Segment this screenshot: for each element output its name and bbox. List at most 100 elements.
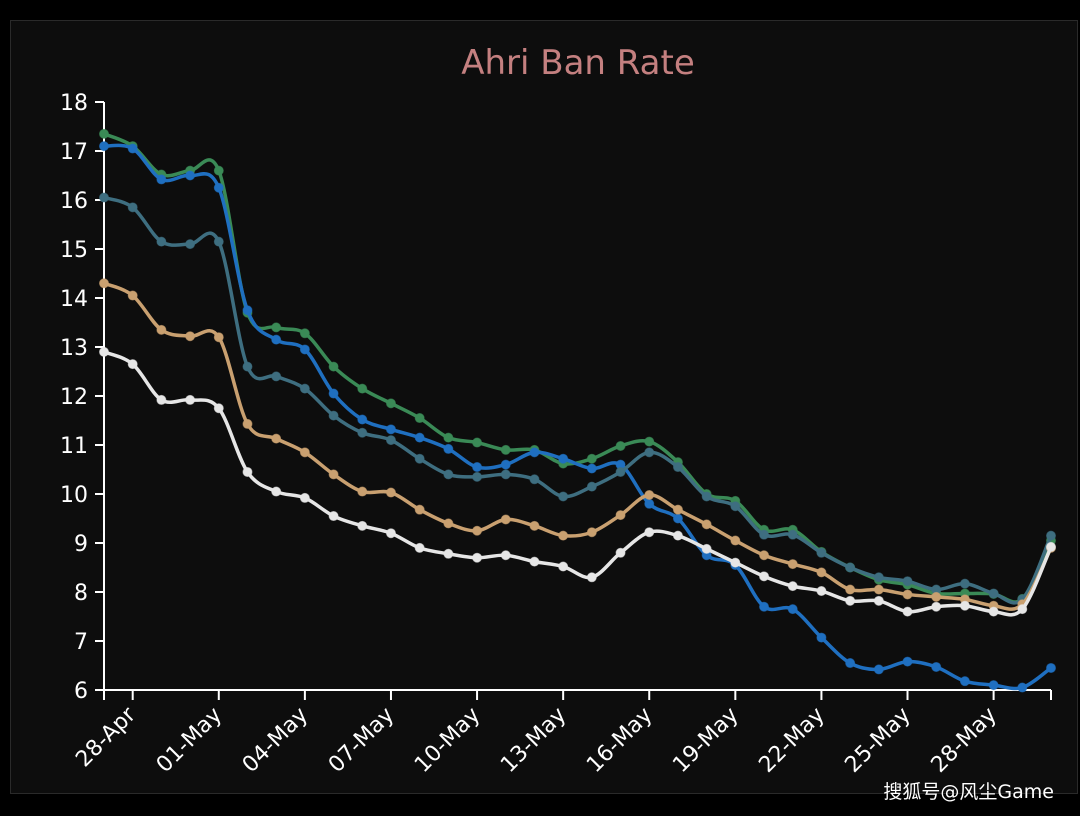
data-point: [529, 447, 540, 458]
y-tick-label: 17: [60, 140, 88, 165]
data-point: [701, 519, 712, 530]
data-point: [185, 239, 196, 250]
data-point: [988, 606, 999, 617]
data-point: [299, 492, 310, 503]
series-line: [103, 143, 1053, 691]
data-point: [242, 466, 253, 477]
data-point: [357, 427, 368, 438]
data-point: [644, 436, 655, 447]
data-point: [99, 192, 109, 203]
data-point: [443, 469, 454, 480]
data-point: [586, 453, 597, 464]
y-tick-label: 12: [60, 385, 88, 410]
data-point: [500, 514, 511, 525]
series-3: [99, 192, 1056, 605]
data-point: [242, 418, 253, 429]
data-point: [127, 202, 138, 213]
data-point: [730, 501, 741, 512]
data-point: [414, 413, 425, 424]
data-point: [127, 290, 138, 301]
data-point: [845, 562, 856, 573]
data-point: [701, 491, 712, 502]
data-point: [443, 548, 454, 559]
x-tick-label: 16-May: [582, 703, 657, 778]
data-point: [328, 361, 339, 372]
data-point: [443, 518, 454, 529]
data-point: [500, 550, 511, 561]
data-point: [902, 656, 913, 667]
x-tick-label: 07-May: [324, 703, 399, 778]
y-tick-label: 7: [74, 630, 88, 655]
data-point: [414, 453, 425, 464]
series-line: [103, 350, 1053, 617]
data-point: [500, 459, 511, 470]
data-point: [213, 182, 224, 193]
series-line: [103, 281, 1053, 611]
data-point: [213, 236, 224, 247]
data-point: [902, 589, 913, 600]
y-axis: 6 7 8 9 10 11 12 13 14 15 16 17 18: [60, 91, 105, 704]
data-point: [759, 529, 770, 540]
x-tick-label: 28-Apr: [71, 702, 141, 772]
data-point: [845, 595, 856, 606]
data-point: [500, 469, 511, 480]
data-point: [701, 543, 712, 554]
data-point: [385, 435, 396, 446]
data-point: [1046, 530, 1056, 541]
x-axis: 28-Apr 01-May 04-May 07-May 10-May 13-May 16-M…: [71, 689, 1052, 778]
y-tick-label: 6: [74, 679, 88, 704]
data-point: [902, 576, 913, 587]
data-point: [213, 165, 224, 176]
data-point: [472, 525, 483, 536]
data-point: [615, 547, 626, 558]
data-point: [672, 530, 683, 541]
x-tick-label: 28-May: [927, 703, 1002, 778]
data-point: [816, 586, 827, 597]
data-point: [644, 527, 655, 538]
data-point: [242, 305, 253, 316]
data-point: [558, 491, 569, 502]
x-tick-label: 10-May: [410, 703, 485, 778]
y-tick-label: 10: [60, 483, 88, 508]
data-point: [271, 371, 282, 382]
data-point: [672, 462, 683, 473]
data-point: [1017, 682, 1028, 693]
data-point: [644, 447, 655, 458]
data-point: [357, 383, 368, 394]
chart-frame: [10, 20, 1078, 794]
data-point: [787, 559, 798, 570]
data-point: [730, 557, 741, 568]
data-point: [931, 601, 942, 612]
x-tick-label: 22-May: [754, 703, 829, 778]
data-point: [385, 487, 396, 498]
data-point: [99, 278, 109, 289]
data-point: [586, 481, 597, 492]
data-point: [127, 143, 138, 154]
data-point: [500, 444, 511, 455]
data-point: [328, 388, 339, 399]
data-point: [414, 432, 425, 443]
data-point: [271, 322, 282, 333]
data-point: [558, 453, 569, 464]
x-tick-label: 19-May: [668, 703, 743, 778]
data-point: [759, 550, 770, 561]
chart-title: Ahri Ban Rate: [461, 43, 695, 83]
data-point: [644, 498, 655, 509]
data-point: [472, 437, 483, 448]
data-point: [99, 128, 109, 139]
data-point: [357, 486, 368, 497]
data-point: [385, 424, 396, 435]
series-2: [99, 141, 1056, 693]
y-tick-label: 8: [74, 581, 88, 606]
data-point: [730, 535, 741, 546]
data-point: [385, 398, 396, 409]
data-point: [558, 530, 569, 541]
data-point: [1017, 604, 1028, 615]
data-point: [414, 504, 425, 515]
y-tick-label: 11: [60, 434, 88, 459]
series-4: [99, 278, 1056, 611]
data-point: [414, 542, 425, 553]
data-point: [156, 236, 167, 247]
data-point: [472, 471, 483, 482]
data-point: [156, 394, 167, 405]
